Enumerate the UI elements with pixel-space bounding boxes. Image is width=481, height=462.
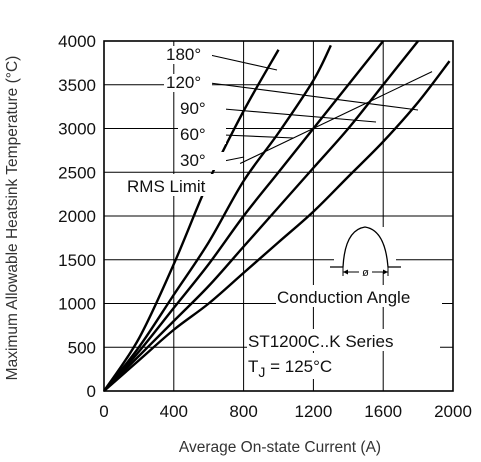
x-tick-label: 1600	[364, 402, 402, 421]
curve-label: 90°	[180, 99, 206, 118]
curve-label: 60°	[180, 125, 206, 144]
curve-label-bg	[178, 152, 226, 170]
x-tick-label: 400	[160, 402, 188, 421]
rms-limit-label: RMS Limit	[127, 177, 206, 196]
curve-30deg	[103, 60, 451, 392]
label-leaders	[209, 54, 433, 164]
curve-label-leader	[223, 156, 245, 162]
curve-label-bg	[178, 126, 226, 144]
tj-prefix: T	[248, 357, 258, 376]
junction-temperature-label: TJ = 125°C	[248, 357, 332, 380]
curve-label-bg	[164, 74, 212, 92]
plot-frame	[103, 40, 454, 392]
y-tick-label: 4000	[58, 32, 96, 51]
y-tick-label: 0	[87, 382, 96, 401]
curve-label: 30°	[180, 151, 206, 170]
curve-label-leader	[209, 54, 278, 71]
x-axis-title: Average On-state Current (A)	[179, 439, 381, 456]
curve-label-leader	[209, 82, 419, 111]
curve-label-bg	[178, 100, 226, 118]
y-tick-label: 3500	[58, 76, 96, 95]
curves	[103, 40, 451, 392]
curve-labels: 180° 120° 90° 60° 30° RMS Limit	[125, 45, 226, 196]
y-axis-title: Maximum Allowable Heatsink Temperature (…	[4, 56, 21, 381]
rms-limit-line	[239, 71, 433, 164]
y-tick-label: 1000	[58, 295, 96, 314]
conduction-angle-waveform-icon: ø	[330, 226, 401, 279]
curve-label: 180°	[166, 45, 201, 64]
x-tick-label: 0	[99, 402, 108, 421]
tick-labels: 0 400 800 1200 1600 2000 0 500 1000 1500 2000 2500 3…	[58, 32, 472, 421]
curve-180deg	[103, 49, 280, 392]
curve-label-leader	[223, 134, 295, 139]
tj-value: = 125°C	[265, 357, 332, 376]
series-name-label: ST1200C..K Series	[248, 332, 394, 351]
x-tick-label: 1200	[294, 402, 332, 421]
y-tick-label: 500	[68, 338, 96, 357]
curve-label-leader	[223, 108, 377, 123]
x-tick-label: 2000	[434, 402, 472, 421]
y-tick-label: 3000	[58, 120, 96, 139]
curve-label-bg	[164, 46, 212, 64]
tj-subscript: J	[258, 364, 265, 380]
curve-60deg	[103, 40, 420, 392]
y-tick-label: 2500	[58, 163, 96, 182]
y-tick-label: 1500	[58, 251, 96, 270]
y-tick-label: 2000	[58, 207, 96, 226]
x-tick-label: 800	[229, 402, 257, 421]
curve-label: 120°	[166, 73, 201, 92]
rms-limit-label-bg	[125, 174, 221, 196]
curve-90deg	[103, 40, 385, 392]
phi-symbol: ø	[362, 267, 369, 279]
conduction-angle-label: Conduction Angle	[277, 288, 410, 307]
curve-120deg	[103, 44, 332, 392]
notes: Conduction Angle ST1200C..K Series TJ = …	[247, 285, 442, 380]
